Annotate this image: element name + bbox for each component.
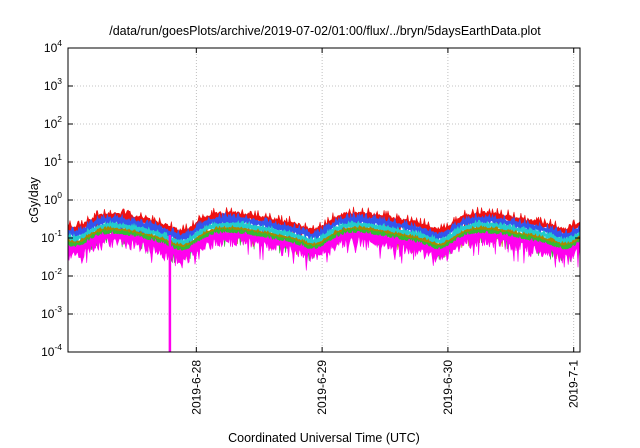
- y-tick-label: 103: [44, 76, 62, 93]
- y-tick-label: 100: [44, 190, 62, 207]
- x-axis-label: Coordinated Universal Time (UTC): [228, 431, 420, 445]
- x-tick-label: 2019-6-30: [441, 360, 455, 415]
- y-tick-label: 10-1: [41, 228, 62, 245]
- y-tick-base: 10: [44, 117, 58, 131]
- series-layer: [67, 206, 581, 352]
- y-tick-label: 10-3: [41, 304, 62, 321]
- chart-title: /data/run/goesPlots/archive/2019-07-02/0…: [109, 24, 541, 38]
- y-tick-exponent: 3: [57, 76, 62, 86]
- x-tick-label: 2019-7-1: [567, 360, 581, 408]
- plot-frame: [67, 47, 581, 353]
- y-axis-label: cGy/day: [27, 176, 41, 223]
- y-tick-base: 10: [41, 231, 55, 245]
- y-tick-base: 10: [41, 345, 55, 359]
- y-tick-exponent: 0: [57, 190, 62, 200]
- y-tick-exponent: -1: [54, 228, 62, 238]
- y-tick-exponent: -4: [54, 342, 62, 352]
- y-tick-base: 10: [41, 307, 55, 321]
- y-tick-exponent: -2: [54, 266, 62, 276]
- dropout-spike: [168, 234, 172, 352]
- grid-lines: [68, 48, 580, 352]
- y-tick-label: 104: [44, 38, 62, 55]
- y-tick-label: 10-2: [41, 266, 62, 283]
- y-tick-base: 10: [44, 193, 58, 207]
- y-tick-label: 101: [44, 152, 62, 169]
- y-tick-base: 10: [44, 41, 58, 55]
- y-tick-exponent: 4: [57, 38, 62, 48]
- x-tick-label: 2019-6-28: [189, 360, 203, 415]
- y-tick-exponent: 2: [57, 114, 62, 124]
- y-tick-base: 10: [41, 269, 55, 283]
- y-tick-exponent: -3: [54, 304, 62, 314]
- y-tick-base: 10: [44, 155, 58, 169]
- y-tick-exponent: 1: [57, 152, 62, 162]
- y-tick-base: 10: [44, 79, 58, 93]
- y-tick-label: 102: [44, 114, 62, 131]
- x-tick-label: 2019-6-29: [315, 360, 329, 415]
- axes: [67, 47, 581, 353]
- x-tick-labels: 2019-6-282019-6-292019-6-302019-7-12019-…: [189, 360, 581, 415]
- y-tick-label: 10-4: [41, 342, 62, 359]
